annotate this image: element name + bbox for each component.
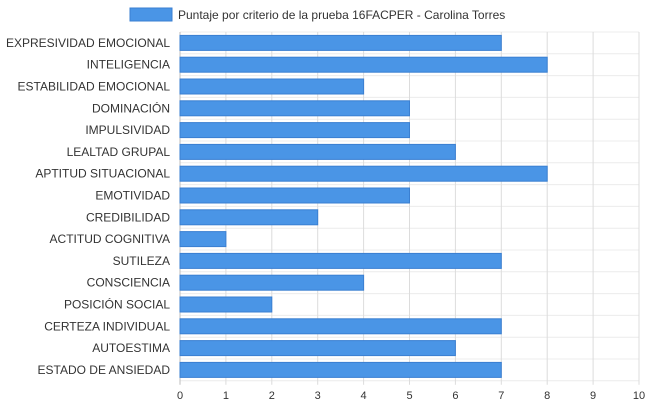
x-tick-label: 6 — [452, 390, 458, 402]
category-label: ESTADO DE ANSIEDAD — [38, 363, 171, 377]
x-tick-label: 5 — [406, 390, 412, 402]
category-label: EXPRESIVIDAD EMOCIONAL — [6, 36, 170, 50]
bar[interactable] — [179, 165, 548, 182]
category-label: ESTABILIDAD EMOCIONAL — [18, 80, 171, 94]
category-label: DOMINACIÓN — [92, 100, 170, 115]
bar[interactable] — [179, 274, 365, 291]
bar[interactable] — [179, 34, 502, 51]
bar[interactable] — [179, 143, 456, 160]
x-tick-label: 1 — [223, 390, 229, 402]
x-tick-label: 3 — [315, 390, 321, 402]
x-tick-label: 7 — [498, 390, 504, 402]
bar[interactable] — [179, 361, 502, 378]
category-label: SUTILEZA — [113, 254, 170, 268]
category-label: CREDIBILIDAD — [86, 210, 170, 224]
category-label: IMPULSIVIDAD — [85, 123, 170, 137]
bar[interactable] — [179, 122, 410, 139]
category-label: INTELIGENCIA — [87, 58, 170, 72]
bar[interactable] — [179, 340, 456, 357]
category-label: POSICIÓN SOCIAL — [64, 297, 170, 312]
bar[interactable] — [179, 252, 502, 269]
legend-swatch[interactable] — [129, 7, 173, 22]
bar[interactable] — [179, 78, 365, 95]
bar[interactable] — [179, 318, 502, 335]
bar[interactable] — [179, 209, 319, 226]
x-tick-label: 4 — [361, 390, 367, 402]
category-label: LEALTAD GRUPAL — [67, 145, 171, 159]
category-label: CONSCIENCIA — [87, 276, 170, 290]
x-tick-label: 8 — [544, 390, 550, 402]
x-tick-label: 0 — [177, 390, 183, 402]
bar[interactable] — [179, 56, 548, 73]
x-tick-label: 2 — [269, 390, 275, 402]
category-label: CERTEZA INDIVIDUAL — [44, 319, 170, 333]
legend-label[interactable]: Puntaje por criterio de la prueba 16FACP… — [178, 8, 505, 22]
category-label: APTITUD SITUACIONAL — [35, 167, 170, 181]
category-label: EMOTIVIDAD — [95, 189, 170, 203]
category-label: ACTITUD COGNITIVA — [50, 232, 170, 246]
bar[interactable] — [179, 100, 410, 117]
category-label: AUTOESTIMA — [92, 341, 170, 355]
x-tick-label: 9 — [590, 390, 596, 402]
x-tick-label: 10 — [633, 390, 645, 402]
bar[interactable] — [179, 187, 410, 204]
bar[interactable] — [179, 296, 273, 313]
bar[interactable] — [179, 231, 227, 248]
